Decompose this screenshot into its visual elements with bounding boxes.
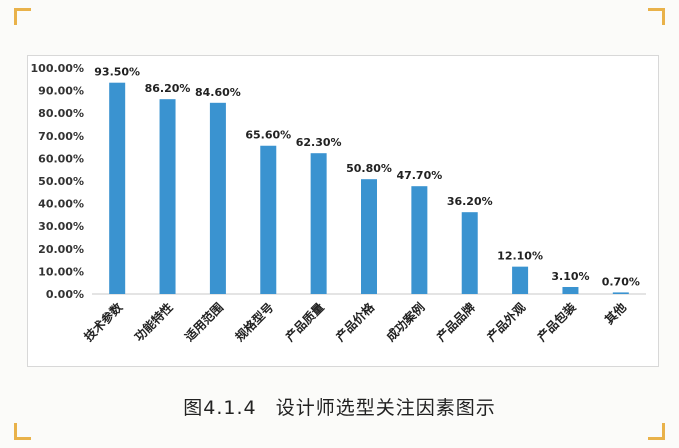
- y-tick-label: 50.00%: [38, 175, 84, 188]
- y-tick-label: 80.00%: [38, 107, 84, 120]
- data-label: 50.80%: [346, 162, 392, 175]
- category-label: 产品价格: [333, 299, 378, 344]
- category-label: 技术参数: [81, 299, 126, 344]
- figure-title: 设计师选型关注因素图示: [275, 397, 496, 419]
- data-label: 62.30%: [296, 136, 342, 149]
- category-label: 产品外观: [484, 300, 529, 345]
- bar: [461, 212, 478, 294]
- bar: [310, 153, 327, 294]
- corner-mark-top-right: [648, 8, 665, 25]
- data-label: 36.20%: [447, 195, 493, 208]
- bar: [361, 179, 377, 294]
- figure-caption: 图4.1.4 设计师选型关注因素图示: [0, 393, 679, 420]
- category-label: 产品品牌: [433, 300, 478, 345]
- category-label: 产品质量: [282, 300, 327, 345]
- bar: [512, 266, 529, 294]
- corner-mark-bottom-right: [648, 423, 665, 440]
- y-tick-label: 40.00%: [38, 198, 84, 211]
- bar-chart: 0.00% 10.00% 20.00% 30.00% 40.00% 50.00% 60.00…: [31, 62, 646, 345]
- y-tick-label: 90.00%: [38, 85, 84, 98]
- y-tick-label: 20.00%: [38, 243, 84, 256]
- chart-frame: 0.00% 10.00% 20.00% 30.00% 40.00% 50.00% 60.00…: [27, 55, 659, 367]
- data-label: 86.20%: [145, 82, 191, 95]
- data-label: 84.60%: [195, 86, 241, 99]
- y-tick-label: 60.00%: [38, 152, 84, 165]
- y-tick-label: 70.00%: [38, 130, 84, 143]
- category-label: 功能特性: [131, 300, 176, 345]
- category-label: 规格型号: [232, 300, 277, 345]
- data-label: 3.10%: [551, 270, 589, 283]
- y-tick-label: 10.00%: [38, 265, 84, 278]
- corner-mark-top-left: [14, 8, 31, 25]
- y-tick-label: 30.00%: [38, 220, 84, 233]
- category-label: 产品包装: [534, 300, 579, 345]
- figure-number: 图4.1.4: [183, 397, 257, 419]
- bar: [109, 82, 126, 294]
- data-label: 0.70%: [602, 275, 640, 288]
- corner-mark-bottom-left: [14, 423, 31, 440]
- data-label: 65.60%: [245, 129, 291, 142]
- data-label: 12.10%: [497, 250, 543, 263]
- bar: [260, 145, 277, 294]
- bar: [411, 186, 428, 294]
- y-tick-label: 100.00%: [31, 62, 84, 75]
- data-label: 47.70%: [396, 169, 442, 182]
- category-label: 成功案例: [383, 300, 428, 345]
- bar: [209, 102, 226, 294]
- data-label: 93.50%: [94, 66, 140, 79]
- y-tick-label: 0.00%: [46, 288, 84, 301]
- category-label: 其他: [601, 300, 629, 328]
- category-label: 适用范围: [181, 300, 226, 345]
- bar: [562, 286, 579, 294]
- bar: [612, 292, 629, 294]
- bar: [159, 99, 176, 294]
